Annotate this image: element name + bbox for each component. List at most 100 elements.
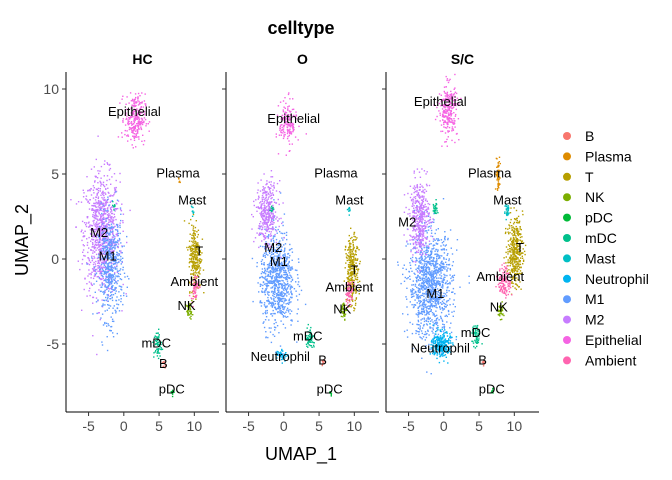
point-m1 [113,278,115,281]
point-m2 [272,204,274,207]
point-t [196,267,198,270]
point-ambient [194,278,196,281]
point-m1 [266,305,268,307]
point-mdc [160,348,163,351]
point-ambient [196,276,199,278]
point-m1 [419,277,421,279]
point-m2 [87,275,89,277]
point-m2 [109,211,112,213]
point-m1 [103,270,105,273]
point-t [198,259,201,262]
point-m1 [269,266,271,269]
point-mast [347,208,350,210]
point-t [354,236,357,238]
point-t [354,290,357,292]
point-m2 [112,259,115,261]
point-m1 [442,281,444,284]
point-t [354,265,356,267]
point-t [194,233,196,235]
point-m1 [117,232,119,235]
point-m1 [286,264,288,266]
point-m1 [106,271,108,273]
point-t [191,261,193,263]
point-m2 [277,198,279,201]
point-m1 [108,244,110,246]
point-mdc [309,344,311,347]
point-m2 [92,220,94,222]
point-m2 [266,225,268,228]
point-m2 [278,191,281,193]
point-m2 [105,201,107,204]
point-m2 [256,232,258,234]
point-m1 [456,239,459,241]
point-m1 [106,245,108,247]
point-m1 [103,299,105,301]
point-m1 [283,284,285,287]
point-m1 [418,305,421,308]
point-epithelial [141,123,144,126]
point-m1 [419,215,421,218]
point-m1 [435,266,437,268]
point-m2 [265,216,268,219]
point-m1 [414,299,416,301]
point-m2 [97,215,99,218]
point-t [195,243,197,246]
point-m2 [111,244,114,246]
point-m2 [265,212,267,215]
point-ambient [347,291,349,294]
point-m1 [114,245,116,247]
point-m1 [432,332,434,334]
point-m1 [120,286,123,288]
point-m1 [264,271,266,273]
point-m2 [109,216,112,218]
point-m1 [431,270,433,272]
point-m1 [411,332,414,335]
point-m2 [92,246,94,248]
point-m1 [436,266,438,268]
point-m1 [286,309,288,311]
point-m1 [438,319,440,321]
point-m1 [276,269,278,271]
point-t [351,261,353,263]
point-m1 [424,276,427,278]
point-m1 [274,249,277,252]
point-mdc [271,209,273,212]
point-m1 [278,243,281,246]
point-m1 [286,288,288,290]
point-mast [348,210,350,212]
point-m2 [280,256,282,258]
cluster-label-b: B [159,356,168,371]
point-m2 [263,211,266,213]
point-m2 [111,227,113,230]
point-m2 [121,310,123,312]
point-t [353,255,355,258]
point-m1 [113,238,115,241]
point-mdc [310,345,312,347]
point-epithelial [129,92,132,94]
point-m1 [432,259,434,262]
point-t [348,299,351,302]
point-m1 [443,302,445,305]
point-m1 [427,329,429,331]
point-m1 [104,322,106,325]
point-m2 [104,236,106,238]
point-m1 [423,271,426,274]
point-m2 [99,203,102,205]
point-epithelial [286,137,289,140]
point-m1 [279,230,281,233]
point-m2 [88,236,90,239]
point-epithelial [140,107,142,109]
point-epithelial [129,116,131,119]
point-t [354,271,356,273]
point-epithelial [142,106,144,108]
point-epithelial [135,146,137,148]
point-m2 [95,239,97,241]
point-m2 [100,218,102,220]
point-m2 [105,204,107,206]
point-m1 [280,312,282,314]
point-m1 [104,237,106,240]
point-m1 [106,228,108,230]
point-m1 [423,222,426,224]
point-m1 [112,307,114,309]
point-m2 [264,243,266,245]
